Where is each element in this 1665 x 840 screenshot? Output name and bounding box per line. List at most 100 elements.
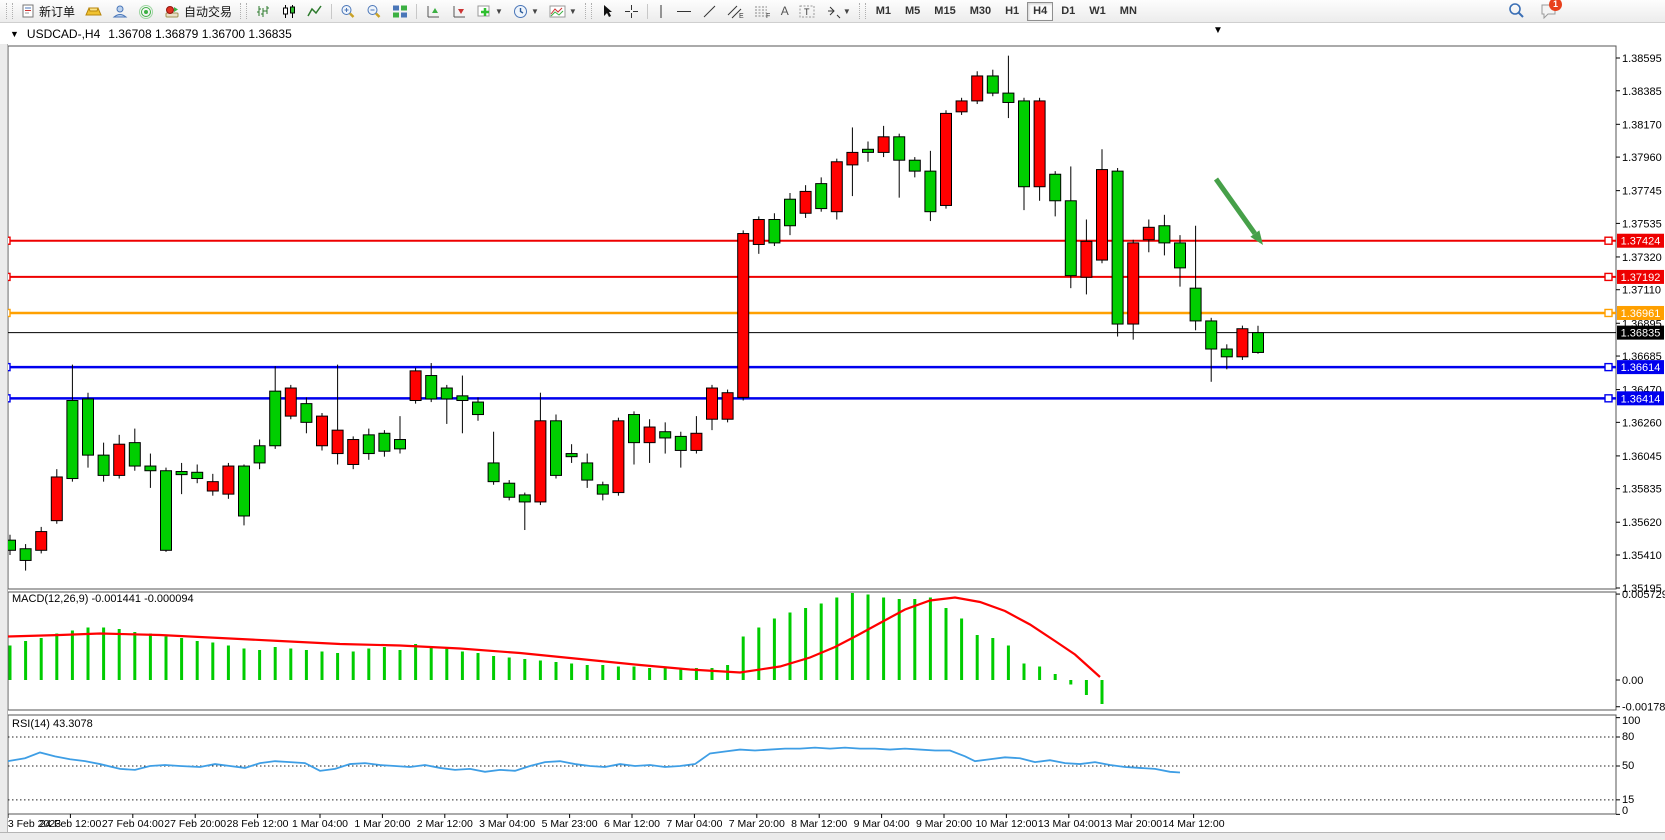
rsi-indicator[interactable]: RSI(14) 43.3078 100 80 50 150 <box>7 715 1640 817</box>
trendline-button[interactable] <box>698 1 721 22</box>
vline-button[interactable] <box>652 1 670 22</box>
svg-text:1.37424: 1.37424 <box>1621 236 1661 248</box>
candle-body <box>940 112 952 206</box>
vline-icon <box>656 4 666 19</box>
text-button[interactable]: A <box>777 1 793 22</box>
timeframe-group: M1 M5 M15 M30 H1 H4 D1 W1 MN <box>869 1 1144 21</box>
time-tick-label: 1 Mar 20:00 <box>354 818 410 830</box>
price-tick-label: 1.38170 <box>1622 119 1662 131</box>
candle-body <box>1018 100 1030 188</box>
candle-body <box>253 445 266 464</box>
signal-button[interactable] <box>134 1 158 22</box>
candle-body <box>503 482 516 498</box>
period-clock-icon <box>513 4 529 19</box>
time-tick-label: 7 Mar 04:00 <box>666 818 722 830</box>
candlesticks[interactable] <box>4 55 1264 571</box>
line-handle[interactable] <box>1604 394 1613 403</box>
timeframe-m30[interactable]: M30 <box>969 4 992 17</box>
window-left-edge <box>0 44 8 832</box>
crosshair-button[interactable] <box>620 1 643 22</box>
candle-body <box>409 370 422 402</box>
candle-body <box>550 420 562 476</box>
price-chart[interactable]: 1.38595 1.38385 1.38170 1.37960 1.37745 1.375… <box>0 44 1665 839</box>
candle-body <box>1205 320 1218 350</box>
line-handle[interactable] <box>1604 308 1613 318</box>
template-button[interactable]: ▼ <box>545 1 581 22</box>
new-order-button[interactable]: 新订单 <box>17 1 79 22</box>
tile-windows-button[interactable] <box>388 1 412 22</box>
svg-text:F: F <box>766 13 770 19</box>
candle-body <box>206 481 219 492</box>
text-icon: A <box>780 4 789 18</box>
candle-body <box>35 531 48 551</box>
profile-button[interactable] <box>108 1 132 22</box>
zoom-out-button[interactable] <box>362 1 386 22</box>
candle-body <box>1111 170 1124 325</box>
line-handle[interactable] <box>1604 362 1613 372</box>
line-chart-button[interactable] <box>303 1 327 22</box>
toolbar-grip[interactable] <box>240 3 248 19</box>
hline-button[interactable] <box>672 1 696 22</box>
candle-body <box>487 462 500 483</box>
add-indicator-button[interactable]: ▼ <box>473 1 507 22</box>
arrange-up-button[interactable] <box>421 1 445 22</box>
toolbar-grip[interactable] <box>584 3 592 19</box>
candle-body <box>955 100 968 113</box>
timeframe-h1[interactable]: H1 <box>1005 4 1020 17</box>
bar-chart-button[interactable] <box>251 1 275 22</box>
zoom-in-button[interactable] <box>336 1 360 22</box>
candle-body <box>877 136 890 153</box>
time-tick-label: 6 Mar 12:00 <box>604 818 660 830</box>
timeframe-w1[interactable]: W1 <box>1089 4 1106 17</box>
candle-body <box>815 183 828 210</box>
collapse-triangle-icon[interactable]: ▼ <box>10 29 19 39</box>
price-tick-label: 1.35620 <box>1622 517 1662 529</box>
chart-shift-marker-icon[interactable]: ▼ <box>1213 25 1223 36</box>
toolbar-grip[interactable] <box>6 3 13 19</box>
macd-indicator[interactable]: MACD(12,26,9) -0.001441 -0.000094 0.00572… <box>7 589 1665 714</box>
arrange-up-icon <box>425 4 441 19</box>
candle-body <box>316 415 328 447</box>
timeframe-m5[interactable]: M5 <box>905 4 921 17</box>
price-badge: 1.36414 <box>1617 391 1664 406</box>
time-tick-label: 24 Feb 12:00 <box>39 818 101 830</box>
candle-body <box>1252 332 1264 353</box>
price-tick-label: 1.37745 <box>1622 186 1662 198</box>
arrange-down-button[interactable] <box>447 1 471 22</box>
chevron-down-icon: ▼ <box>530 6 539 16</box>
timeframe-mn[interactable]: MN <box>1119 4 1137 17</box>
line-handle[interactable] <box>1604 272 1613 282</box>
toolbar-separator <box>331 3 333 19</box>
time-tick-label: 13 Mar 04:00 <box>1038 818 1100 830</box>
candle-body <box>425 375 438 400</box>
notifications-button[interactable]: 1 <box>1540 0 1562 19</box>
timeframe-m1[interactable]: M1 <box>875 4 892 17</box>
macd-axis-label: -0.001782 <box>1622 702 1665 714</box>
label-button[interactable]: T <box>795 1 820 22</box>
candle-body <box>1127 242 1140 325</box>
channel-button[interactable]: E <box>723 1 748 22</box>
shapes-button[interactable]: ▼ <box>822 1 855 22</box>
macd-signal-line <box>7 596 1101 678</box>
candle-body <box>690 432 703 451</box>
time-tick-label: 27 Feb 20:00 <box>164 818 226 830</box>
timeframe-h4[interactable]: H4 <box>1027 1 1054 21</box>
cursor-button[interactable] <box>596 1 618 22</box>
period-clock-button[interactable]: ▼ <box>509 1 543 22</box>
toolbar-separator <box>646 3 648 19</box>
line-handle[interactable] <box>1604 236 1613 245</box>
svg-text:1.36835: 1.36835 <box>1621 328 1661 340</box>
auto-trading-button[interactable]: 自动交易 <box>160 1 236 22</box>
candle-body <box>862 148 874 153</box>
trend-arrow-annotation[interactable] <box>1213 177 1263 245</box>
timeframe-d1[interactable]: D1 <box>1061 4 1076 17</box>
candlestick-button[interactable] <box>277 1 301 22</box>
fibonacci-button[interactable]: F <box>750 1 775 22</box>
toolbar-grip[interactable] <box>858 3 866 19</box>
gold-ingot-button[interactable] <box>81 1 106 22</box>
candle-body <box>674 435 687 451</box>
time-tick-label: 27 Feb 04:00 <box>102 818 164 830</box>
search-icon[interactable] <box>1508 2 1525 19</box>
timeframe-m15[interactable]: M15 <box>934 4 956 17</box>
